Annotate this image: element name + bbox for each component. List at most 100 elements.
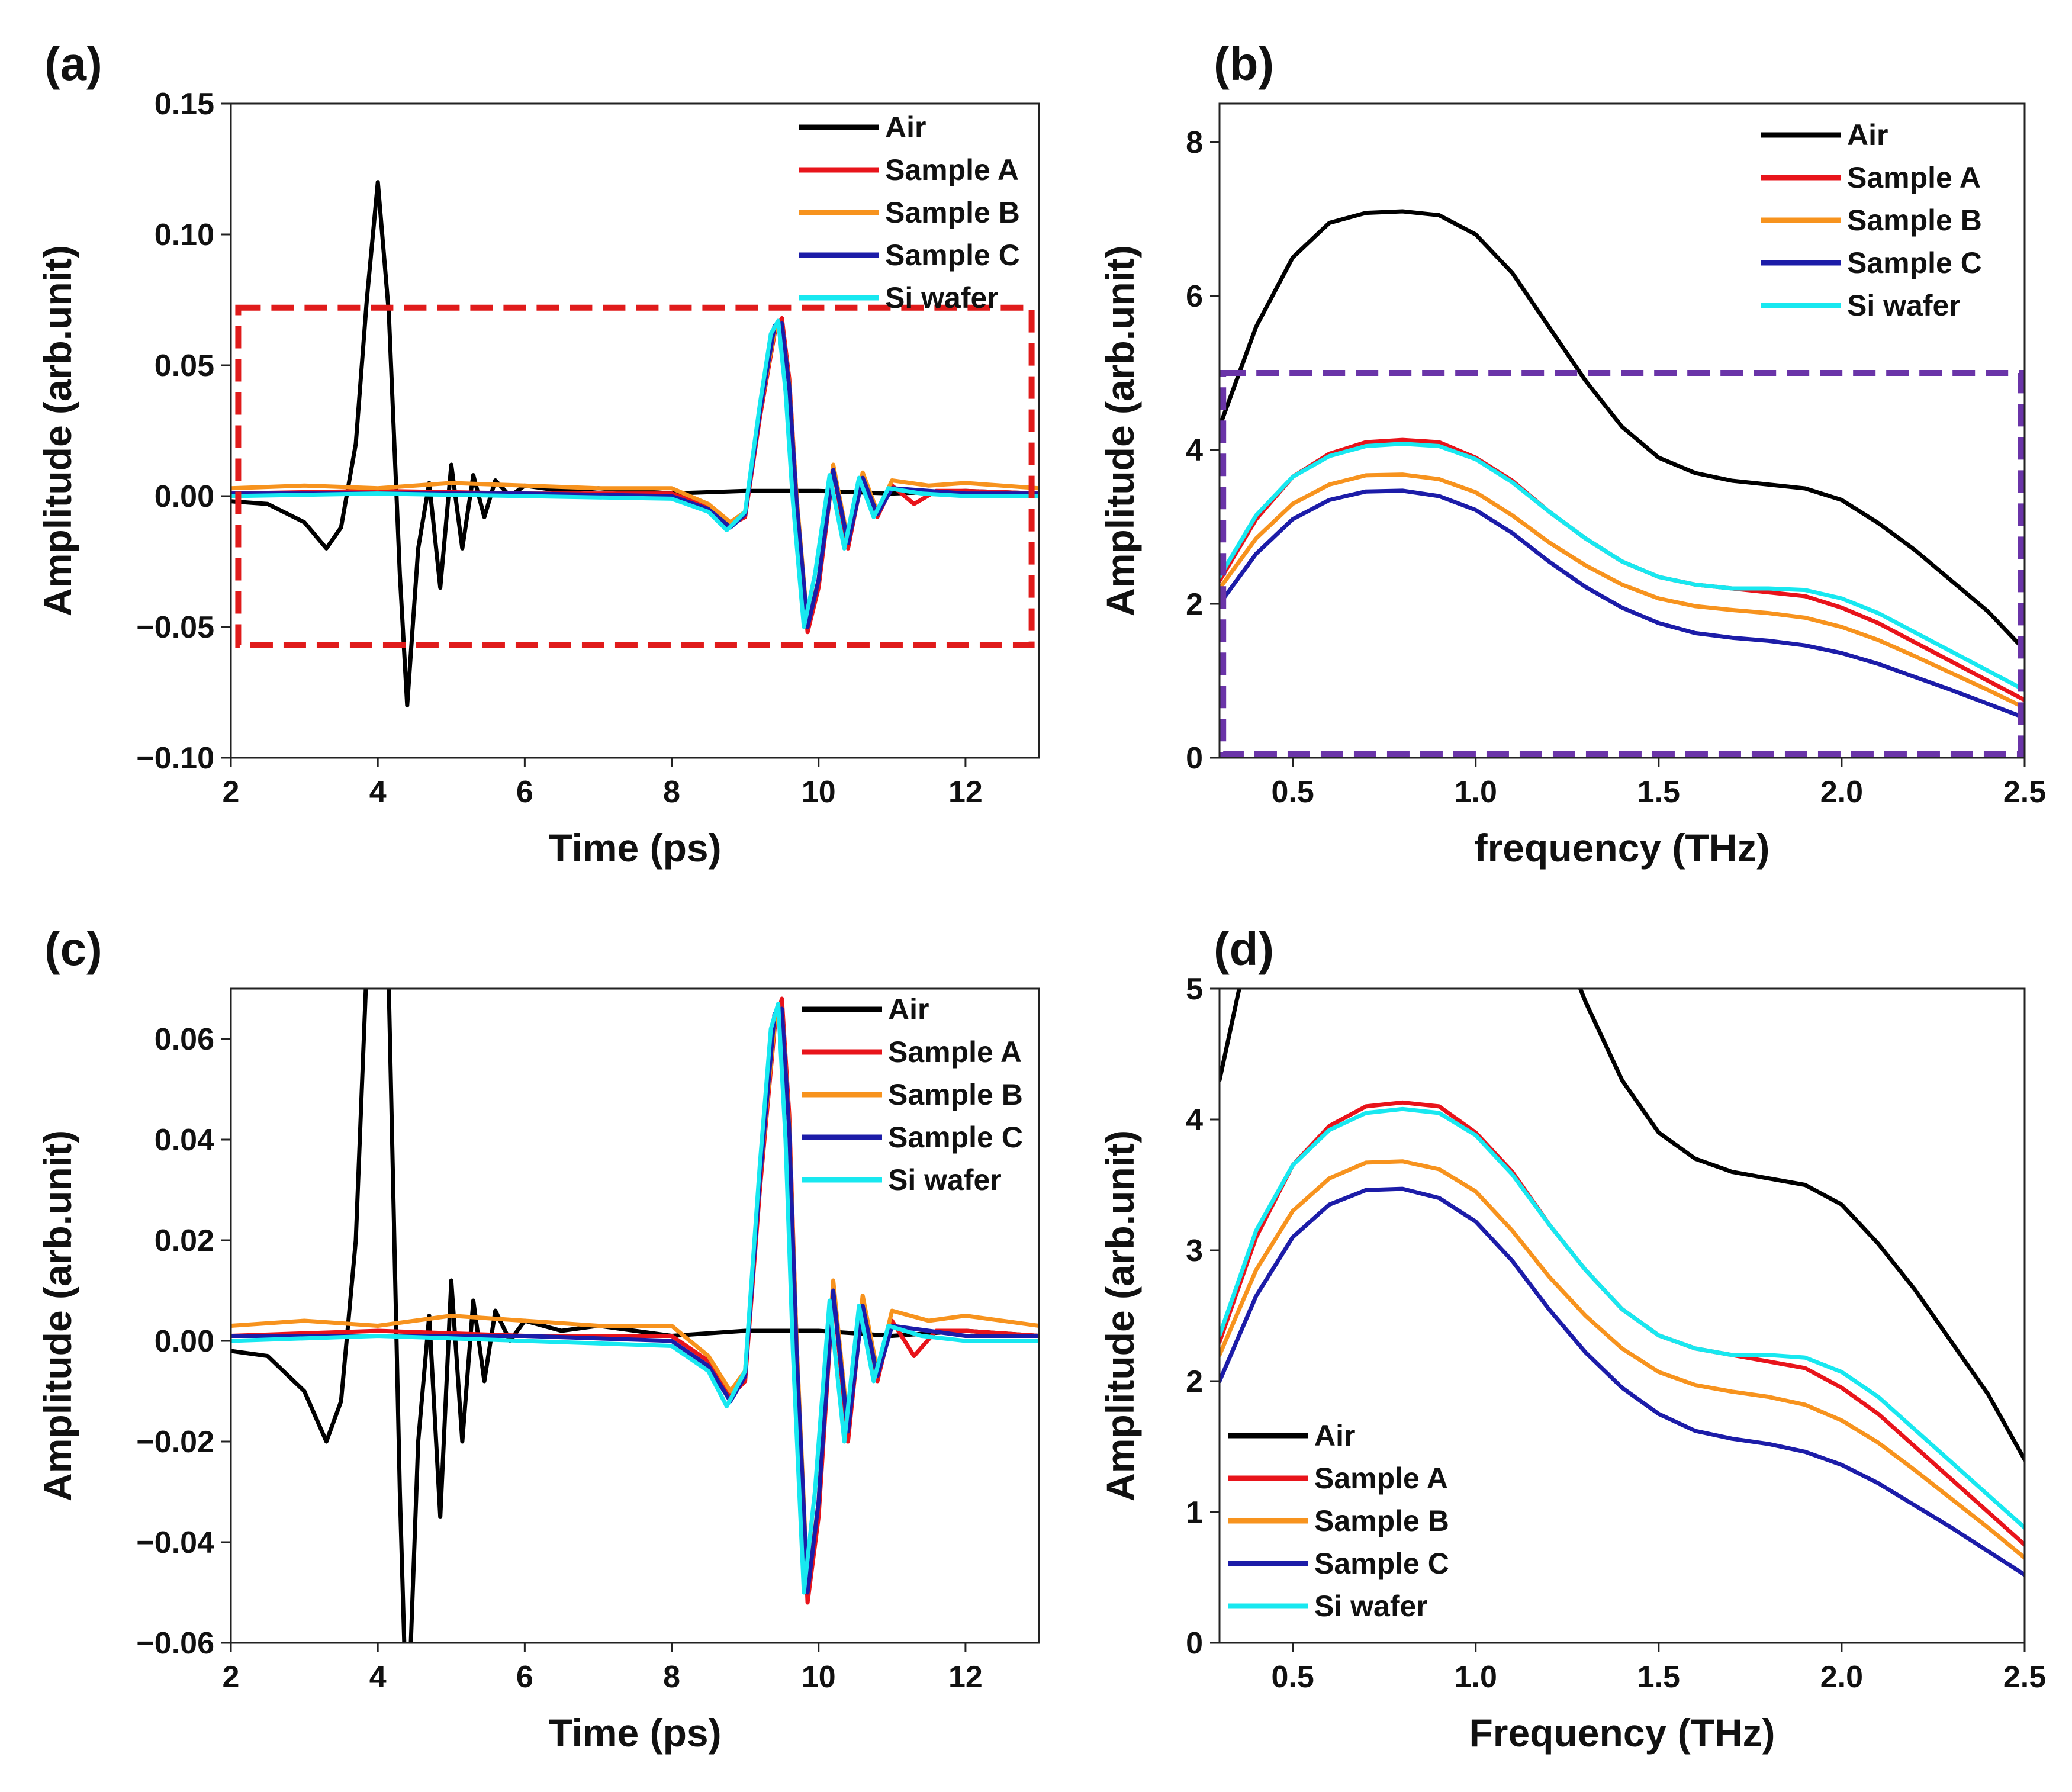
y-tick-label: 1 bbox=[1186, 1495, 1203, 1530]
x-tick-label: 1.5 bbox=[1637, 775, 1680, 809]
y-tick-label: 4 bbox=[1186, 1103, 1203, 1137]
plot-area bbox=[231, 989, 1039, 1643]
panel-c: 2 4 6 8 10 12 −0.06 −0.04 −0.02 0.00 0.02 0.04 0.06 T… bbox=[36, 922, 1040, 1755]
y-tick-label: 0 bbox=[1186, 741, 1203, 776]
series-line-si-wafer bbox=[231, 318, 1039, 629]
x-tick-label: 8 bbox=[663, 1660, 680, 1694]
y-tick-label: 0.00 bbox=[155, 1324, 214, 1359]
series-line-air bbox=[231, 989, 1039, 1643]
legend-label: Si wafer bbox=[1847, 289, 1961, 322]
panel-label: (d) bbox=[1214, 922, 1274, 975]
y-tick-label: 2 bbox=[1186, 587, 1203, 622]
x-tick-label: 1.0 bbox=[1455, 1660, 1497, 1694]
y-tick-label: 8 bbox=[1186, 126, 1203, 160]
legend-label: Sample A bbox=[888, 1035, 1022, 1069]
y-tick-label: 4 bbox=[1186, 433, 1203, 468]
legend: Air Sample A Sample B Sample C Si wafer bbox=[1228, 1419, 1449, 1623]
y-tick-label: 5 bbox=[1186, 972, 1203, 1006]
legend-label: Si wafer bbox=[888, 1163, 1002, 1196]
legend-label: Sample B bbox=[888, 1078, 1023, 1111]
x-tick-label: 12 bbox=[948, 775, 983, 809]
highlight-box bbox=[235, 304, 1035, 648]
legend-label: Sample B bbox=[885, 196, 1020, 229]
y-tick-label: 0 bbox=[1186, 1626, 1203, 1661]
legend: Air Sample A Sample B Sample C Si wafer bbox=[799, 111, 1020, 314]
y-tick-label: 0.05 bbox=[155, 349, 214, 383]
panel-b: 0.5 1.0 1.5 2.0 2.5 0 2 4 6 8 frequency (THz) Ampli… bbox=[1098, 37, 2046, 870]
x-tick-label: 12 bbox=[948, 1660, 983, 1694]
y-axis-label: Amplitude (arb.unit) bbox=[1098, 1130, 1142, 1501]
plot-area bbox=[231, 180, 1039, 708]
legend-label: Air bbox=[885, 111, 926, 144]
series-line-sample-c bbox=[231, 321, 1039, 629]
series-line-si-wafer bbox=[231, 1002, 1039, 1595]
legend-label: Air bbox=[888, 993, 929, 1026]
legend-label: Sample B bbox=[1314, 1504, 1449, 1537]
axes-frame bbox=[230, 987, 1040, 1644]
x-tick-label: 10 bbox=[802, 775, 836, 809]
y-tick-label: −0.04 bbox=[136, 1526, 214, 1560]
legend-label: Sample A bbox=[885, 153, 1019, 186]
y-tick-label: 3 bbox=[1186, 1234, 1203, 1268]
legend-label: Si wafer bbox=[885, 281, 999, 314]
x-tick-label: 8 bbox=[663, 775, 680, 809]
series-line-sample-c bbox=[231, 1006, 1039, 1595]
y-tick-label: 6 bbox=[1186, 279, 1203, 314]
legend-label: Sample B bbox=[1847, 204, 1982, 237]
legend-label: Air bbox=[1314, 1419, 1355, 1452]
x-tick-label: 6 bbox=[516, 775, 533, 809]
y-tick-label: 0.00 bbox=[155, 480, 214, 514]
plot-area bbox=[1220, 989, 2025, 1577]
y-tick-label: 0.15 bbox=[155, 87, 214, 121]
y-axis-label: Amplitude (arb.unit) bbox=[36, 245, 79, 616]
series-line-sample-b bbox=[1220, 472, 2025, 710]
x-tick-label: 1.5 bbox=[1637, 1660, 1680, 1694]
y-tick-label: −0.02 bbox=[136, 1425, 214, 1459]
series-line-sample-a bbox=[1220, 437, 2025, 702]
legend: Air Sample A Sample B Sample C Si wafer bbox=[1761, 118, 1982, 322]
y-axis-label: Amplitude (arb.unit) bbox=[1098, 245, 1142, 616]
plot-area bbox=[1220, 209, 2025, 720]
x-tick-label: 0.5 bbox=[1271, 1660, 1314, 1694]
axes-frame bbox=[1218, 102, 2026, 759]
y-tick-label: 0.04 bbox=[155, 1123, 214, 1157]
legend-label: Sample A bbox=[1847, 161, 1981, 194]
series-line-air bbox=[1220, 989, 2025, 1462]
series-line-sample-c bbox=[1220, 488, 2025, 720]
x-axis-label: Time (ps) bbox=[548, 826, 721, 870]
x-axis-label: Time (ps) bbox=[548, 1711, 721, 1755]
series-line-air bbox=[1220, 209, 2025, 652]
x-tick-label: 2 bbox=[223, 1660, 240, 1694]
legend-label: Sample C bbox=[1314, 1547, 1449, 1580]
panel-label: (a) bbox=[44, 37, 102, 90]
y-tick-label: 0.02 bbox=[155, 1224, 214, 1258]
series-line-si-wafer bbox=[1220, 1106, 2025, 1530]
x-tick-label: 2 bbox=[223, 775, 240, 809]
x-tick-label: 2.0 bbox=[1820, 775, 1863, 809]
panel-label: (c) bbox=[44, 922, 102, 975]
series-line-si-wafer bbox=[1220, 442, 2025, 693]
series-line-sample-b bbox=[1220, 1159, 2025, 1560]
x-tick-label: 4 bbox=[369, 775, 387, 809]
panel-d: 0.5 1.0 1.5 2.0 2.5 0 1 2 3 4 5 Frequency (THz) Ampl… bbox=[1098, 922, 2046, 1755]
y-tick-label: −0.05 bbox=[136, 610, 214, 645]
legend-label: Sample A bbox=[1314, 1462, 1448, 1495]
x-axis-label: frequency (THz) bbox=[1475, 826, 1770, 870]
legend-label: Sample C bbox=[885, 239, 1020, 272]
x-tick-label: 2.5 bbox=[2003, 1660, 2046, 1694]
legend-label: Si wafer bbox=[1314, 1590, 1428, 1623]
series-line-air bbox=[231, 180, 1039, 708]
legend-label: Sample C bbox=[888, 1121, 1023, 1154]
x-tick-label: 4 bbox=[369, 1660, 387, 1694]
axes-frame bbox=[230, 102, 1040, 759]
x-tick-label: 2.5 bbox=[2003, 775, 2046, 809]
y-tick-label: −0.10 bbox=[136, 741, 214, 776]
y-tick-label: 0.10 bbox=[155, 218, 214, 252]
highlight-box bbox=[1220, 370, 2024, 757]
x-tick-label: 6 bbox=[516, 1660, 533, 1694]
legend-label: Sample C bbox=[1847, 246, 1982, 279]
legend-label: Air bbox=[1847, 118, 1888, 152]
panel-label: (b) bbox=[1214, 37, 1274, 90]
y-tick-label: 2 bbox=[1186, 1365, 1203, 1399]
